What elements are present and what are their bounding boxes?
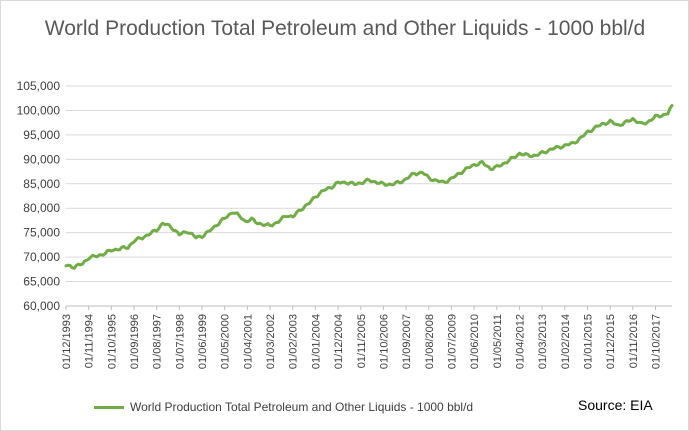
x-tick-label: 01/04/2012	[514, 314, 526, 369]
x-tick-label: 01/05/2011	[492, 314, 504, 368]
x-tick-label: 01/01/2004	[310, 314, 322, 369]
x-tick-label: 01/10/2006	[378, 314, 390, 369]
x-tick-label: 01/03/2002	[265, 314, 277, 369]
legend-label: World Production Total Petroleum and Oth…	[130, 400, 474, 414]
x-tick-label: 01/07/1998	[174, 314, 186, 369]
series-layer	[64, 104, 674, 270]
gridlines	[66, 85, 672, 283]
y-tick-label: 75,000	[23, 226, 60, 240]
source-note: Source: EIA	[578, 397, 653, 413]
x-tick-label: 01/09/1996	[129, 314, 141, 369]
y-tick-label: 95,000	[23, 128, 60, 142]
series-line	[64, 104, 674, 270]
legend: World Production Total Petroleum and Oth…	[94, 398, 473, 416]
y-axis-tick-labels: 60,000 65,000 70,000 75,000 80,000 85,000 90,0…	[17, 79, 61, 313]
legend-swatch	[94, 405, 124, 409]
x-tick-label: 01/08/2008	[424, 314, 436, 369]
x-tick-label: 01/08/1997	[152, 314, 164, 369]
x-tick-label: 01/10/2017	[651, 314, 663, 369]
x-tick-label: 01/11/2016	[628, 314, 640, 368]
x-tick-label: 01/01/2015	[582, 314, 594, 369]
x-tick-label: 01/12/2015	[605, 314, 617, 369]
x-tick-label: 01/09/2007	[401, 314, 413, 369]
x-tick-label: 01/07/2009	[446, 314, 458, 369]
axes	[65, 305, 672, 310]
y-tick-label: 65,000	[23, 275, 60, 289]
x-tick-label: 01/02/2014	[560, 314, 572, 369]
y-tick-label: 90,000	[23, 152, 60, 166]
x-axis-tick-labels: 01/12/1993 01/11/1994 01/10/1995 01/09/1996…	[61, 314, 663, 369]
x-tick-label: 01/02/2003	[288, 314, 300, 369]
y-tick-label: 80,000	[23, 201, 60, 215]
x-tick-label: 01/06/2010	[469, 314, 481, 369]
x-tick-label: 01/10/1995	[106, 314, 118, 369]
y-tick-label: 100,000	[17, 103, 61, 117]
x-tick-label: 01/12/2004	[333, 314, 345, 369]
y-tick-label: 60,000	[23, 299, 60, 313]
x-tick-label: 01/04/2001	[242, 314, 254, 369]
x-tick-label: 01/11/1994	[84, 314, 96, 368]
x-tick-label: 01/12/1993	[61, 314, 73, 369]
x-tick-label: 01/11/2005	[356, 314, 368, 368]
x-tick-label: 01/05/2000	[220, 314, 232, 369]
chart-title: World Production Total Petroleum and Oth…	[44, 17, 646, 40]
x-tick-label: 01/03/2013	[537, 314, 549, 369]
y-tick-label: 85,000	[23, 177, 60, 191]
y-tick-label: 70,000	[23, 250, 60, 264]
x-tick-label: 01/06/1999	[197, 314, 209, 369]
y-tick-label: 105,000	[17, 79, 61, 93]
